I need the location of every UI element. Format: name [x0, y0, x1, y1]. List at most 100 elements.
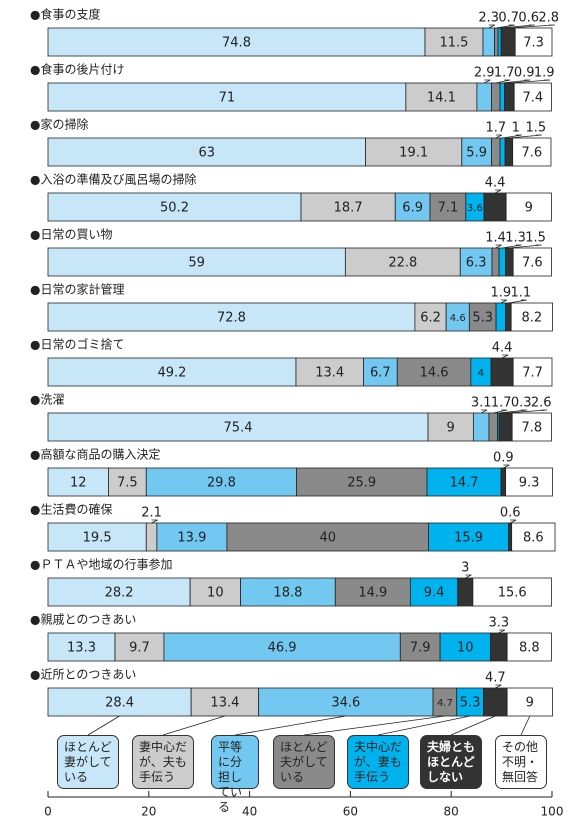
value-label: 1.5: [525, 231, 546, 246]
category-label: ●親戚とのつきあい: [30, 613, 136, 627]
bar-segment: [472, 412, 490, 442]
bar-segment: [490, 632, 508, 662]
bar-segment: [394, 192, 431, 222]
value-label: 15.9: [454, 531, 483, 546]
value-label: 1.4: [485, 231, 506, 246]
value-label: 71: [219, 91, 236, 106]
value-label: 34.6: [331, 696, 360, 711]
bar-segment: [108, 467, 147, 497]
bar-segment: [461, 137, 492, 167]
value-label: 4.7: [485, 671, 506, 686]
bar-segment: [514, 27, 553, 57]
bar-segment: [47, 467, 109, 497]
category-label: ●食事の後片付け: [30, 62, 124, 77]
value-label: 7.4: [523, 91, 544, 106]
value-label: 7.6: [521, 146, 542, 161]
value-label: 18.8: [273, 586, 302, 601]
bar-segment: [189, 577, 241, 607]
value-label: 0.3: [511, 396, 532, 411]
category-label: ●洗濯: [30, 393, 64, 407]
bar-segment: [47, 82, 407, 112]
value-label: 1.7: [494, 66, 515, 81]
value-label: 13.4: [210, 696, 239, 711]
value-label: 2.1: [141, 506, 162, 521]
bar-segment: [499, 82, 506, 112]
value-label: 4.7: [437, 698, 453, 709]
value-label: 7.9: [410, 641, 431, 656]
bar-segment: [505, 302, 512, 332]
leader-line: [503, 464, 510, 469]
x-tick-label: 80: [444, 805, 459, 819]
bar-segment: [505, 192, 552, 222]
x-tick-label: 0: [44, 805, 52, 819]
bar-segment: [47, 302, 416, 332]
bar-segment: [504, 82, 515, 112]
value-label: 4: [478, 368, 484, 379]
bar-segment: [396, 357, 472, 387]
bar-segment: [240, 577, 336, 607]
value-label: 72.8: [217, 311, 246, 326]
x-tick-label: 100: [541, 805, 564, 819]
value-label: 12: [70, 476, 87, 491]
bar-segment: [344, 247, 461, 277]
legend-item: ほとんど夫がしている: [273, 735, 335, 789]
leader-line: [499, 24, 535, 29]
leader-line: [465, 574, 472, 579]
category-label: ●日常の家計管理: [30, 282, 124, 297]
value-label: 6.9: [402, 201, 423, 216]
leader-line: [495, 79, 511, 84]
bar-segment: [506, 632, 552, 662]
bar-segment: [491, 137, 501, 167]
value-label: 2.8: [538, 11, 559, 26]
legend-leader: [303, 715, 445, 736]
legend-leader: [87, 715, 120, 736]
bar-segment: [472, 577, 552, 607]
value-label: 7.1: [438, 201, 459, 216]
bar-segment: [428, 522, 510, 552]
value-label: 0.6: [518, 11, 539, 26]
legend-item: 夫中心だが、妻も手伝う: [347, 735, 409, 789]
category-label: ●日常の買い物: [30, 228, 112, 242]
value-label: 1.1: [511, 286, 532, 301]
bar-segment: [510, 302, 553, 332]
value-label: 1.3: [505, 231, 526, 246]
value-label: 14.9: [358, 586, 387, 601]
legend-item: その他不明・無回答: [495, 735, 547, 789]
value-label: 9.4: [424, 586, 445, 601]
bar-segment: [47, 137, 366, 167]
value-label: 6.7: [370, 366, 391, 381]
value-label: 8.2: [521, 311, 542, 326]
leader-line: [509, 79, 551, 84]
bar-segment: [426, 467, 502, 497]
leader-line: [495, 244, 502, 249]
value-label: 50.2: [160, 201, 189, 216]
value-label: 59: [188, 256, 205, 271]
category-label: ●ＰＴＡや地域の行事参加: [30, 557, 172, 572]
value-label: 9.3: [519, 476, 540, 491]
category-label: ●入浴の準備及び風呂場の掃除: [30, 172, 196, 187]
legend-leader: [520, 715, 531, 736]
category-label: ●近所とのつきあい: [30, 668, 136, 682]
bar-segment: [459, 247, 493, 277]
value-label: 19.5: [83, 531, 112, 546]
bar-segment: [490, 357, 514, 387]
bar-segment: [295, 357, 364, 387]
bar-segment: [483, 192, 507, 222]
bar-segment: [114, 632, 165, 662]
leader-line: [496, 24, 515, 29]
value-label: 1: [512, 121, 520, 136]
bar-segment: [476, 82, 492, 112]
bar-segment: [399, 632, 441, 662]
value-label: 2.6: [531, 396, 552, 411]
bar-segment: [414, 302, 447, 332]
bar-segment: [226, 522, 429, 552]
value-label: 4.4: [485, 176, 506, 191]
bar-segment: [163, 632, 401, 662]
leader-line: [508, 24, 555, 29]
bar-segment: [497, 27, 502, 57]
bar-segment: [365, 137, 463, 167]
value-label: 7.3: [523, 36, 544, 51]
legend-item: 夫婦ともほとんどしない: [420, 735, 482, 789]
bar-segment: [494, 27, 499, 57]
bar-segment: [47, 577, 191, 607]
